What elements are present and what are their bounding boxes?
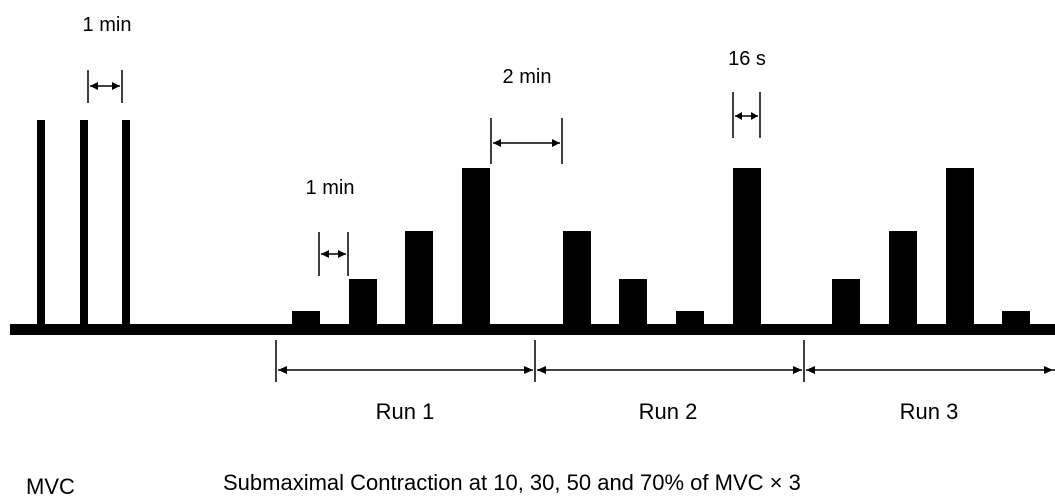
sub-interval-marker [318,232,349,276]
run-span-markers [275,340,1055,382]
bar-run3-70 [946,168,974,330]
bar-run2-30 [619,279,647,330]
bar-run2-70 [733,168,761,330]
run3-label: Run 3 [900,399,959,424]
bar-run2-50 [563,231,591,330]
duration-label: 16 s [728,48,766,70]
sub-interval-label: 1 min [306,177,355,199]
run2-label: Run 2 [639,399,698,424]
mvc-trials [37,120,130,330]
mvc-interval-label: 1 min [83,14,132,36]
run-gap-label: 2 min [503,66,552,88]
caption: Submaximal Contraction at 10, 30, 50 and… [223,470,801,495]
bar-run2-10 [676,311,704,330]
bar-run1-30 [349,279,377,330]
bar-run3-50 [889,231,917,330]
bar-run1-50 [405,231,433,330]
mvc-label: MVC [26,474,75,499]
baseline [10,324,1055,335]
run1-label: Run 1 [376,399,435,424]
run-gap-marker [490,118,563,164]
mvc-spike [37,120,45,330]
contraction-bars [292,168,1030,330]
bar-run1-10 [292,311,320,330]
mvc-interval-marker [87,70,123,103]
bar-run3-30 [832,279,860,330]
mvc-spike [122,120,130,330]
mvc-spike [80,120,88,330]
bar-run1-70 [462,168,490,330]
bar-run3-10 [1002,311,1030,330]
duration-marker [732,92,761,138]
